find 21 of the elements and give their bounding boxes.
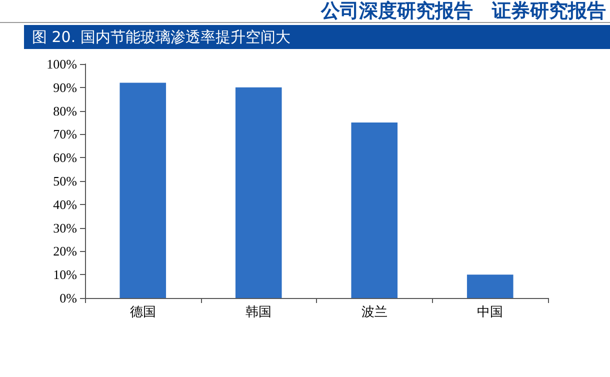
bar (120, 82, 166, 298)
x-tick-label: 韩国 (246, 305, 272, 320)
text: 公司深度研究报告 证券研究报告 (321, 0, 606, 24)
y-tick-label: 0% (60, 290, 78, 306)
y-tick-label: 20% (53, 244, 78, 259)
bar (466, 274, 514, 298)
chart-title: 图 20. 国内节能玻璃渗透率提升空间大 (24, 25, 610, 49)
y-tick-label: 40% (53, 196, 78, 212)
x-tick-label: 波兰 (361, 305, 388, 320)
bar (235, 87, 282, 298)
x-tick-label: 中国 (477, 305, 504, 320)
bar (351, 122, 398, 298)
y-tick-label: 90% (53, 80, 78, 95)
y-tick-label: 30% (53, 220, 78, 236)
x-tick-label: 德国 (130, 305, 156, 320)
y-tick-label: 100% (46, 56, 78, 72)
y-tick-label: 70% (53, 126, 78, 142)
y-tick-label: 10% (53, 267, 78, 282)
y-tick-label: 80% (53, 103, 78, 118)
y-tick-label: 60% (53, 150, 78, 166)
y-tick-label: 50% (53, 174, 78, 188)
